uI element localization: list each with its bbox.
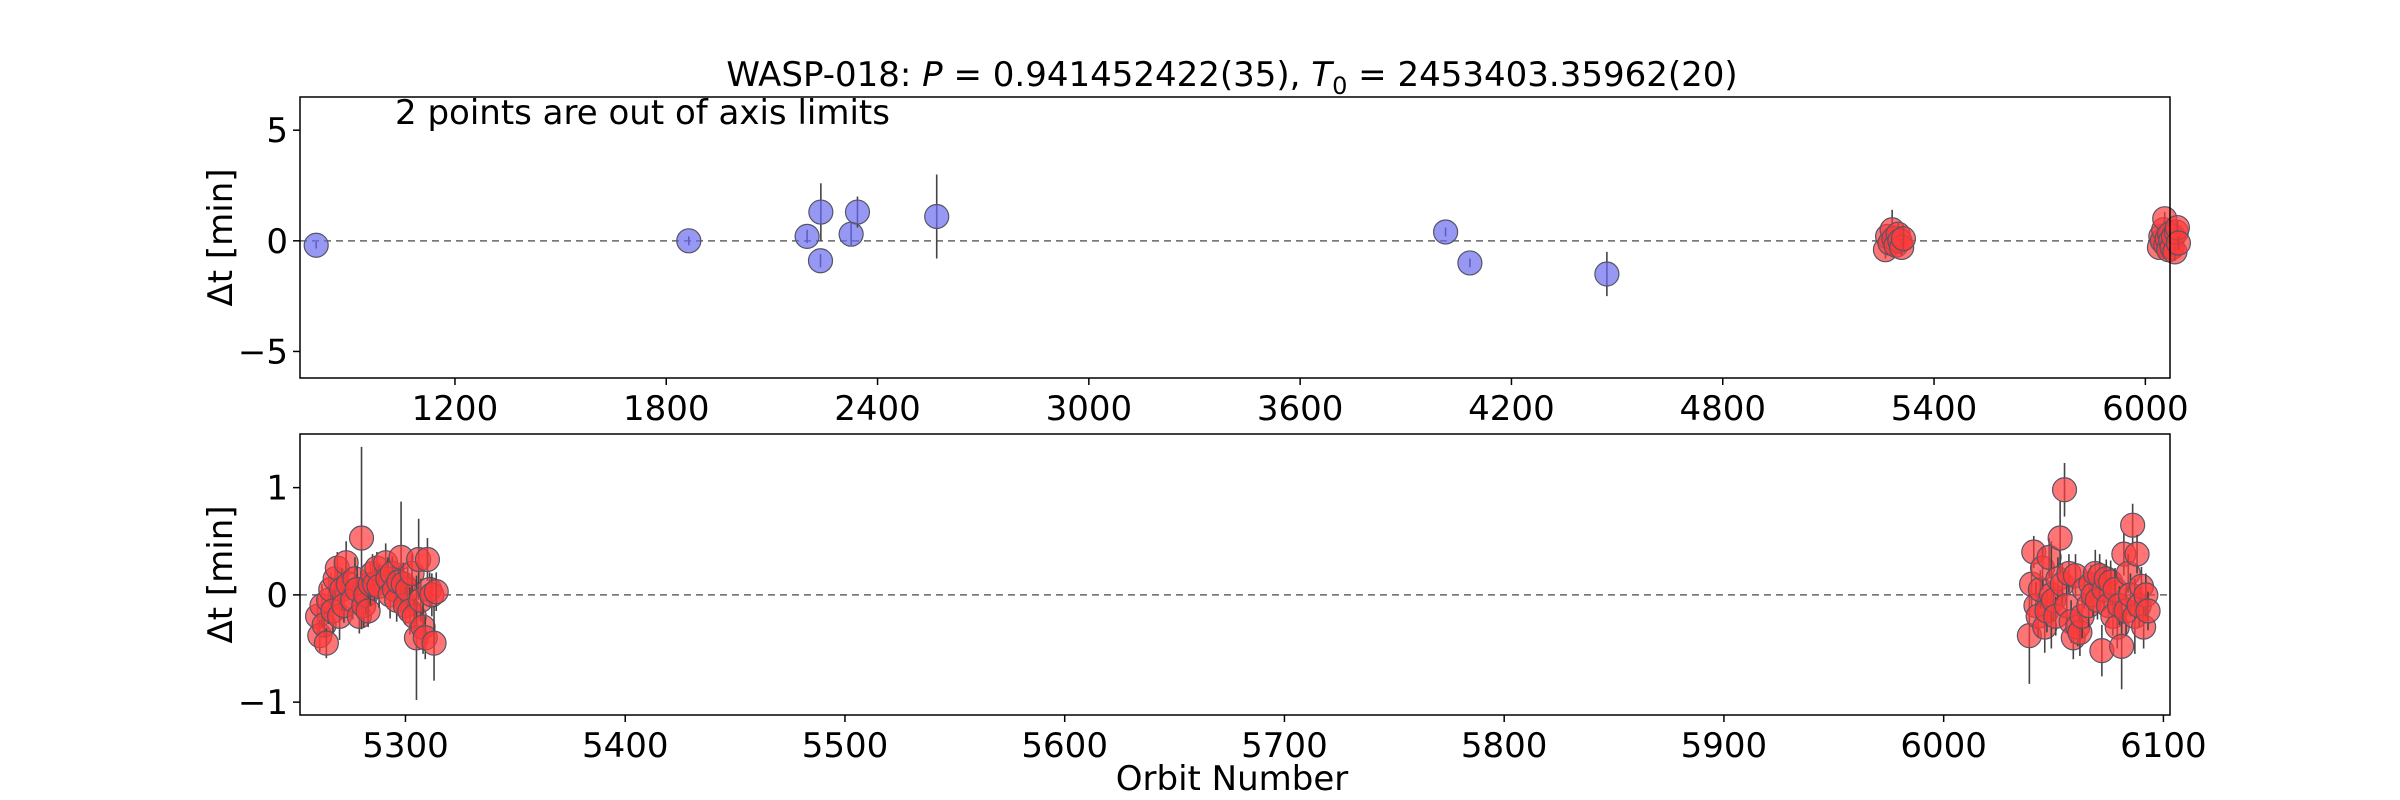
title-prefix: WASP-018:	[726, 55, 922, 95]
x-tick-label: 6000	[1900, 726, 1987, 766]
data-point	[421, 630, 447, 656]
data-point	[807, 248, 834, 274]
title-t-sub: 0	[1332, 72, 1347, 100]
bottom-panel-marks	[300, 446, 2170, 700]
title-p-value: = 0.941452422(35),	[943, 55, 1312, 95]
x-tick-label: 6100	[2120, 726, 2207, 766]
title-p-symbol: P	[922, 55, 943, 95]
top-y-ticks: −5 0 5	[238, 111, 300, 372]
data-point	[2124, 541, 2150, 567]
out-of-limits-note: 2 points are out of axis limits	[395, 93, 890, 133]
data-point	[1432, 219, 1459, 245]
bottom-panel: 5300 5400 5500 5600 5700 5800 5900 6000 6100 −1 0…	[201, 433, 2207, 799]
x-tick-label: 5700	[1241, 726, 1328, 766]
chart-title: WASP-018: P = 0.941452422(35), T0 = 2453…	[726, 55, 1737, 100]
x-tick-label: 6000	[2102, 389, 2189, 429]
data-point	[794, 223, 820, 249]
x-tick-label: 5900	[1681, 726, 1768, 766]
data-point	[2165, 230, 2192, 256]
x-tick-label: 5500	[802, 726, 889, 766]
data-point	[2109, 633, 2135, 659]
top-y-axis-label: Δt [min]	[201, 168, 241, 306]
x-tick-label: 5400	[1891, 389, 1978, 429]
y-tick-label: 1	[266, 469, 288, 509]
data-point	[838, 221, 864, 247]
title-t-value: = 2453403.35962(20)	[1347, 55, 1737, 95]
x-tick-label: 3600	[1257, 389, 1344, 429]
x-tick-label: 4800	[1679, 389, 1766, 429]
top-panel-marks	[300, 174, 2192, 297]
data-point	[2135, 598, 2161, 624]
data-point	[1890, 226, 1917, 252]
data-point	[414, 546, 441, 573]
bottom-x-ticks: 5300 5400 5500 5600 5700 5800 5900 6000 6100	[362, 715, 2207, 766]
y-tick-label: −1	[238, 683, 288, 723]
data-point	[423, 579, 449, 605]
x-tick-label: 5400	[582, 726, 669, 766]
x-tick-label: 3000	[1046, 389, 1133, 429]
data-point	[2051, 477, 2078, 503]
x-tick-label: 2400	[834, 389, 921, 429]
title-t-symbol: T	[1311, 55, 1334, 95]
x-tick-label: 1200	[412, 389, 499, 429]
data-point	[1457, 250, 1483, 276]
y-tick-label: −5	[238, 332, 288, 372]
top-panel: 1200 1800 2400 3000 3600 4200 4800 5400 6000 −5 0…	[201, 93, 2192, 429]
x-tick-label: 1800	[623, 389, 710, 429]
top-panel-frame	[299, 96, 2171, 379]
x-tick-label: 4200	[1468, 389, 1555, 429]
x-axis-label: Orbit Number	[1116, 759, 1349, 799]
data-point	[2036, 544, 2062, 570]
x-tick-label: 5300	[362, 726, 449, 766]
top-x-ticks: 1200 1800 2400 3000 3600 4200 4800 5400 6000	[412, 378, 2189, 429]
data-point	[844, 199, 871, 225]
data-point	[348, 525, 375, 551]
data-point	[808, 199, 834, 225]
data-point	[303, 232, 329, 258]
bottom-panel-frame	[299, 433, 2171, 716]
data-point	[355, 598, 381, 624]
y-tick-label: 5	[266, 111, 288, 151]
data-point	[676, 228, 702, 254]
y-tick-label: 0	[266, 222, 288, 262]
data-point	[1594, 261, 1620, 287]
y-tick-label: 0	[266, 576, 288, 616]
bottom-y-ticks: −1 0 1	[238, 469, 300, 723]
x-tick-label: 5600	[1021, 726, 1108, 766]
data-point	[924, 203, 950, 230]
bottom-y-axis-label: Δt [min]	[201, 505, 241, 643]
data-point	[2047, 525, 2073, 551]
data-point	[313, 630, 339, 656]
data-point	[2120, 512, 2146, 538]
x-tick-label: 5800	[1461, 726, 1548, 766]
